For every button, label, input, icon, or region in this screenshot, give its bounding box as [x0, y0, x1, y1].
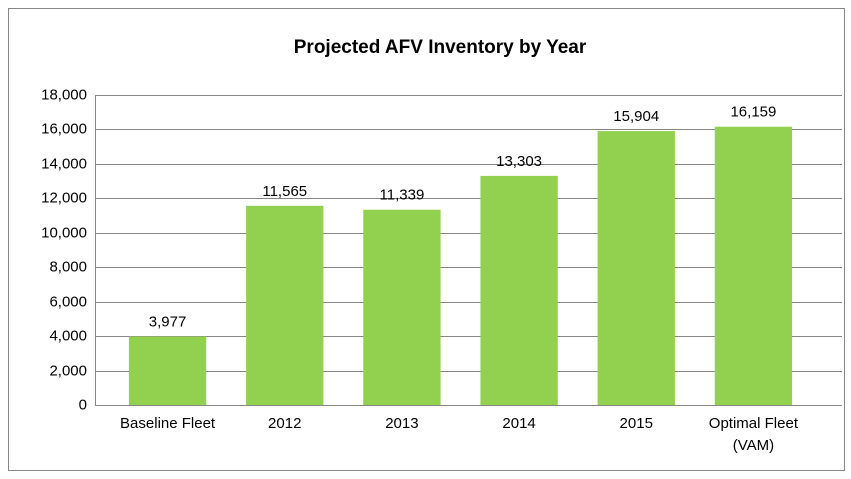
y-tick-label: 6,000: [49, 293, 87, 310]
x-tick-label: 2014: [502, 415, 536, 432]
bar: [246, 205, 324, 405]
bar: [128, 336, 207, 405]
data-label: 11,565: [262, 183, 307, 200]
x-tick-label: 2013: [385, 415, 419, 432]
bar: [363, 209, 441, 405]
x-tick-label: Optimal Fleet (VAM): [708, 415, 798, 454]
x-tick-label: Baseline Fleet: [120, 415, 216, 432]
x-tick-label: 2015: [619, 415, 653, 432]
x-tick-label-box: 2013: [385, 415, 419, 432]
y-tick-label: 16,000: [41, 120, 87, 137]
bar: [480, 175, 558, 405]
y-tick-label: 0: [79, 396, 87, 413]
y-tick-label: 4,000: [49, 327, 87, 344]
data-label: 13,303: [496, 153, 542, 170]
y-tick-label: 2,000: [49, 362, 87, 379]
x-tick-label-box: 2015: [619, 415, 653, 432]
y-tick-label: 12,000: [41, 189, 87, 206]
bar: [597, 131, 675, 405]
x-tick-label: 2012: [268, 415, 302, 432]
x-tick-label-box: 2012: [268, 415, 302, 432]
data-label: 16,159: [730, 104, 776, 121]
y-tick-label: 18,000: [41, 86, 87, 103]
bar: [714, 126, 793, 405]
y-tick-label: 14,000: [41, 155, 87, 172]
data-label: 15,904: [613, 108, 659, 125]
y-tick-label: 10,000: [41, 224, 87, 241]
y-tick-label: 8,000: [49, 258, 87, 275]
data-label: 11,339: [380, 187, 425, 204]
chart-title: Projected AFV Inventory by Year: [294, 37, 587, 58]
x-tick-label-box: 2014: [502, 415, 536, 432]
data-label: 3,977: [149, 313, 187, 330]
x-tick-label-box: Baseline Fleet: [120, 415, 216, 432]
x-tick-label-box: Optimal Fleet (VAM): [708, 415, 798, 454]
